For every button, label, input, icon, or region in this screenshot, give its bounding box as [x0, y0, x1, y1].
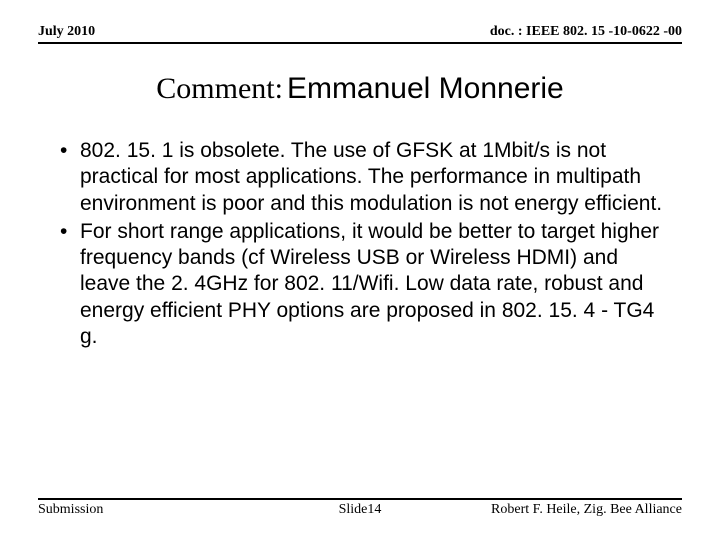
bullet-list: 802. 15. 1 is obsolete. The use of GFSK …	[38, 138, 682, 350]
footer-slide-number: Slide14	[339, 502, 382, 518]
footer-bar: Submission Slide14 Robert F. Heile, Zig.…	[38, 498, 682, 518]
title-name: Emmanuel Monnerie	[287, 72, 564, 105]
bullet-text: 802. 15. 1 is obsolete. The use of GFSK …	[80, 139, 662, 215]
bullet-item: 802. 15. 1 is obsolete. The use of GFSK …	[60, 138, 674, 217]
bullet-text: For short range applications, it would b…	[80, 220, 659, 348]
header-bar: July 2010 doc. : IEEE 802. 15 -10-0622 -…	[38, 24, 682, 44]
footer-author: Robert F. Heile, Zig. Bee Alliance	[491, 502, 682, 518]
header-doc-number: doc. : IEEE 802. 15 -10-0622 -00	[490, 24, 682, 40]
footer-left: Submission	[38, 502, 103, 518]
title-prefix: Comment:	[156, 72, 283, 105]
bullet-item: For short range applications, it would b…	[60, 219, 674, 350]
header-date: July 2010	[38, 24, 95, 40]
slide-title: Comment: Emmanuel Monnerie	[38, 72, 682, 106]
